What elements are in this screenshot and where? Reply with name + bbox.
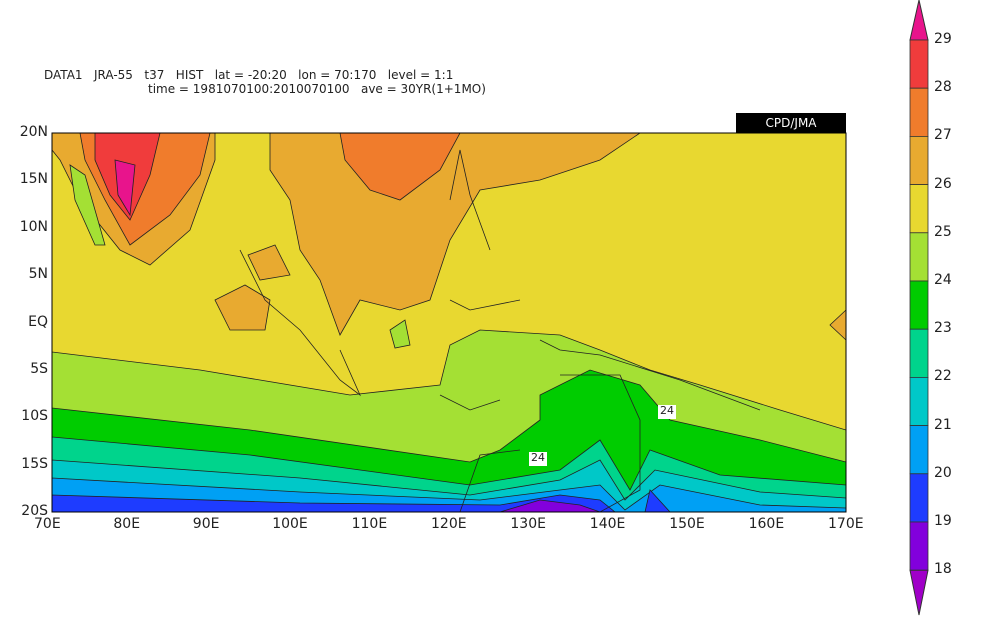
colorbar-level-label: 25 xyxy=(934,223,952,240)
colorbar-level-label: 26 xyxy=(934,175,952,192)
colorbar-bottom-arrow xyxy=(909,569,929,616)
colorbar-segment xyxy=(909,232,929,282)
colorbar-segment xyxy=(909,280,929,330)
colorbar-level-label: 21 xyxy=(934,416,952,433)
band-26-27-east xyxy=(829,309,846,341)
colorbar-level-label: 27 xyxy=(934,127,952,144)
lon-tick-label: 110E xyxy=(351,516,388,532)
band-26-27-asia xyxy=(269,133,641,336)
map-frame xyxy=(51,132,847,513)
contour-label-2 xyxy=(529,452,547,466)
lon-tick-label: 160E xyxy=(748,516,785,532)
colorbar-level-label: 23 xyxy=(934,320,952,337)
lon-tick-label: 140E xyxy=(589,516,626,532)
band-26-27-spot xyxy=(214,284,271,331)
colorbar-level-label: 28 xyxy=(934,79,952,96)
lat-tick-label: 20N xyxy=(19,124,48,140)
contour-label-1 xyxy=(658,405,676,419)
colorbar-segment xyxy=(909,87,929,137)
title-line-2: time = 1981070100:2010070100 ave = 30YR(… xyxy=(148,82,486,96)
band-18-19 xyxy=(499,499,601,512)
colorbar-level-label: 29 xyxy=(934,31,952,47)
colorbar-segment xyxy=(909,376,929,426)
lat-tick-label: 5S xyxy=(30,361,48,377)
colorbar-segment xyxy=(909,473,929,523)
lat-tick-label: 20S xyxy=(21,503,48,520)
lat-tick-label: 10S xyxy=(21,408,48,425)
colorbar-segment xyxy=(909,521,929,571)
lat-tick-label: 5N xyxy=(28,266,48,283)
credit-badge: CPD/JMA xyxy=(736,113,846,133)
colorbar-level-label: 18 xyxy=(934,561,952,578)
band-24-25-spot xyxy=(389,319,411,349)
colorbar xyxy=(909,0,929,616)
colorbar-top-arrow xyxy=(909,0,929,41)
colorbar-segment xyxy=(909,39,929,89)
colorbar-level-label: 24 xyxy=(934,272,952,288)
colorbar-level-label: 19 xyxy=(934,513,952,529)
colorbar-segment xyxy=(909,328,929,378)
lat-tick-label: 15N xyxy=(19,171,48,188)
band-19-20 xyxy=(52,489,671,512)
lon-tick-label: 80E xyxy=(113,516,141,532)
lon-tick-label: 120E xyxy=(431,516,467,532)
band-24-25-west-india xyxy=(69,164,106,246)
contour-label-text: 24 xyxy=(660,404,674,417)
colorbar-level-label: 20 xyxy=(934,464,952,481)
colorbar-segment xyxy=(909,184,929,234)
colorbar-level-label: 22 xyxy=(934,368,952,385)
band-29-plus xyxy=(114,159,136,217)
lat-tick-label: 15S xyxy=(21,455,48,472)
title-line-1: DATA1 JRA-55 t37 HIST lat = -20:20 lon =… xyxy=(44,68,454,82)
colorbar-segment xyxy=(909,425,929,475)
contour-label-text: 24 xyxy=(531,451,545,464)
lat-tick-label: EQ xyxy=(28,313,48,330)
lon-tick-label: 150E xyxy=(669,516,705,532)
coastline xyxy=(239,149,761,512)
band-26-27-spot2 xyxy=(247,244,291,281)
lon-tick-label: 90E xyxy=(192,516,220,532)
lon-tick-label: 170E xyxy=(828,516,864,532)
band-27-28-china xyxy=(339,133,461,201)
lon-tick-label: 70E xyxy=(34,516,61,532)
lon-tick-label: 130E xyxy=(510,516,546,532)
colorbar-segment xyxy=(909,135,929,185)
lat-tick-label: 10N xyxy=(19,218,48,235)
lon-tick-label: 100E xyxy=(272,516,308,532)
